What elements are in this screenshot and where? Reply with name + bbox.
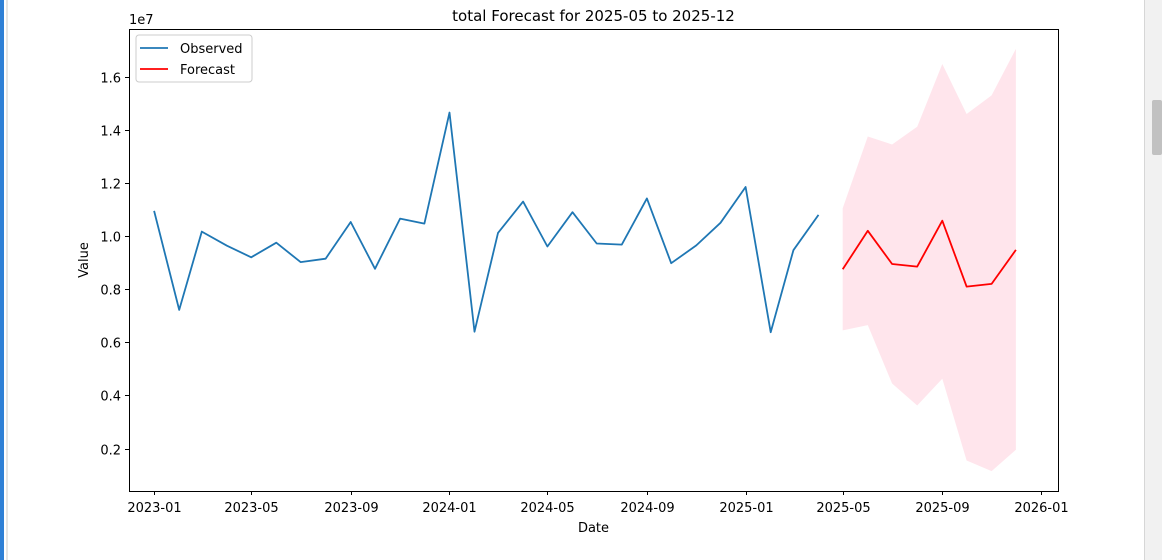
y-tick-label: 1.0 — [100, 231, 121, 246]
window-left-divider — [6, 0, 8, 560]
x-tick-label: 2023-05 — [224, 501, 278, 516]
y-tick-label: 1.2 — [100, 178, 121, 193]
x-tick-label: 2023-09 — [324, 501, 378, 516]
x-axis-label: Date — [578, 521, 609, 536]
series-line-observed — [153, 111, 820, 334]
plot-area-frame — [129, 29, 1059, 492]
x-tick-label: 2024-05 — [520, 501, 574, 516]
x-tick-label: 2025-09 — [915, 501, 969, 516]
y-axis-offset-text: 1e7 — [129, 13, 154, 28]
legend-label-observed: Observed — [180, 42, 243, 57]
legend-box — [135, 34, 253, 83]
y-tick-label: 0.6 — [100, 337, 121, 352]
x-tick-label: 2024-01 — [422, 501, 476, 516]
x-tick-label: 2023-01 — [127, 501, 181, 516]
scrollbar-border — [1144, 0, 1145, 560]
confidence-band — [842, 48, 1016, 472]
x-tick-label: 2026-01 — [1014, 501, 1068, 516]
legend-label-forecast: Forecast — [180, 63, 235, 78]
y-tick-label: 0.2 — [100, 444, 121, 459]
scrollbar-track[interactable] — [1144, 0, 1162, 560]
y-tick-label: 1.6 — [100, 72, 121, 87]
x-tick-label: 2025-05 — [816, 501, 870, 516]
series-line-forecast — [841, 219, 1017, 288]
x-tick-label: 2024-09 — [620, 501, 674, 516]
y-axis-label: Value — [77, 242, 92, 278]
y-tick-label: 0.4 — [100, 390, 121, 405]
chart-title: total Forecast for 2025-05 to 2025-12 — [452, 7, 735, 25]
x-tick-label: 2025-01 — [719, 501, 773, 516]
y-tick-label: 1.4 — [100, 125, 121, 140]
scrollbar-thumb[interactable] — [1152, 100, 1162, 155]
window-left-border — [0, 0, 4, 560]
legend: Observed Forecast — [135, 34, 253, 83]
y-tick-label: 0.8 — [100, 284, 121, 299]
